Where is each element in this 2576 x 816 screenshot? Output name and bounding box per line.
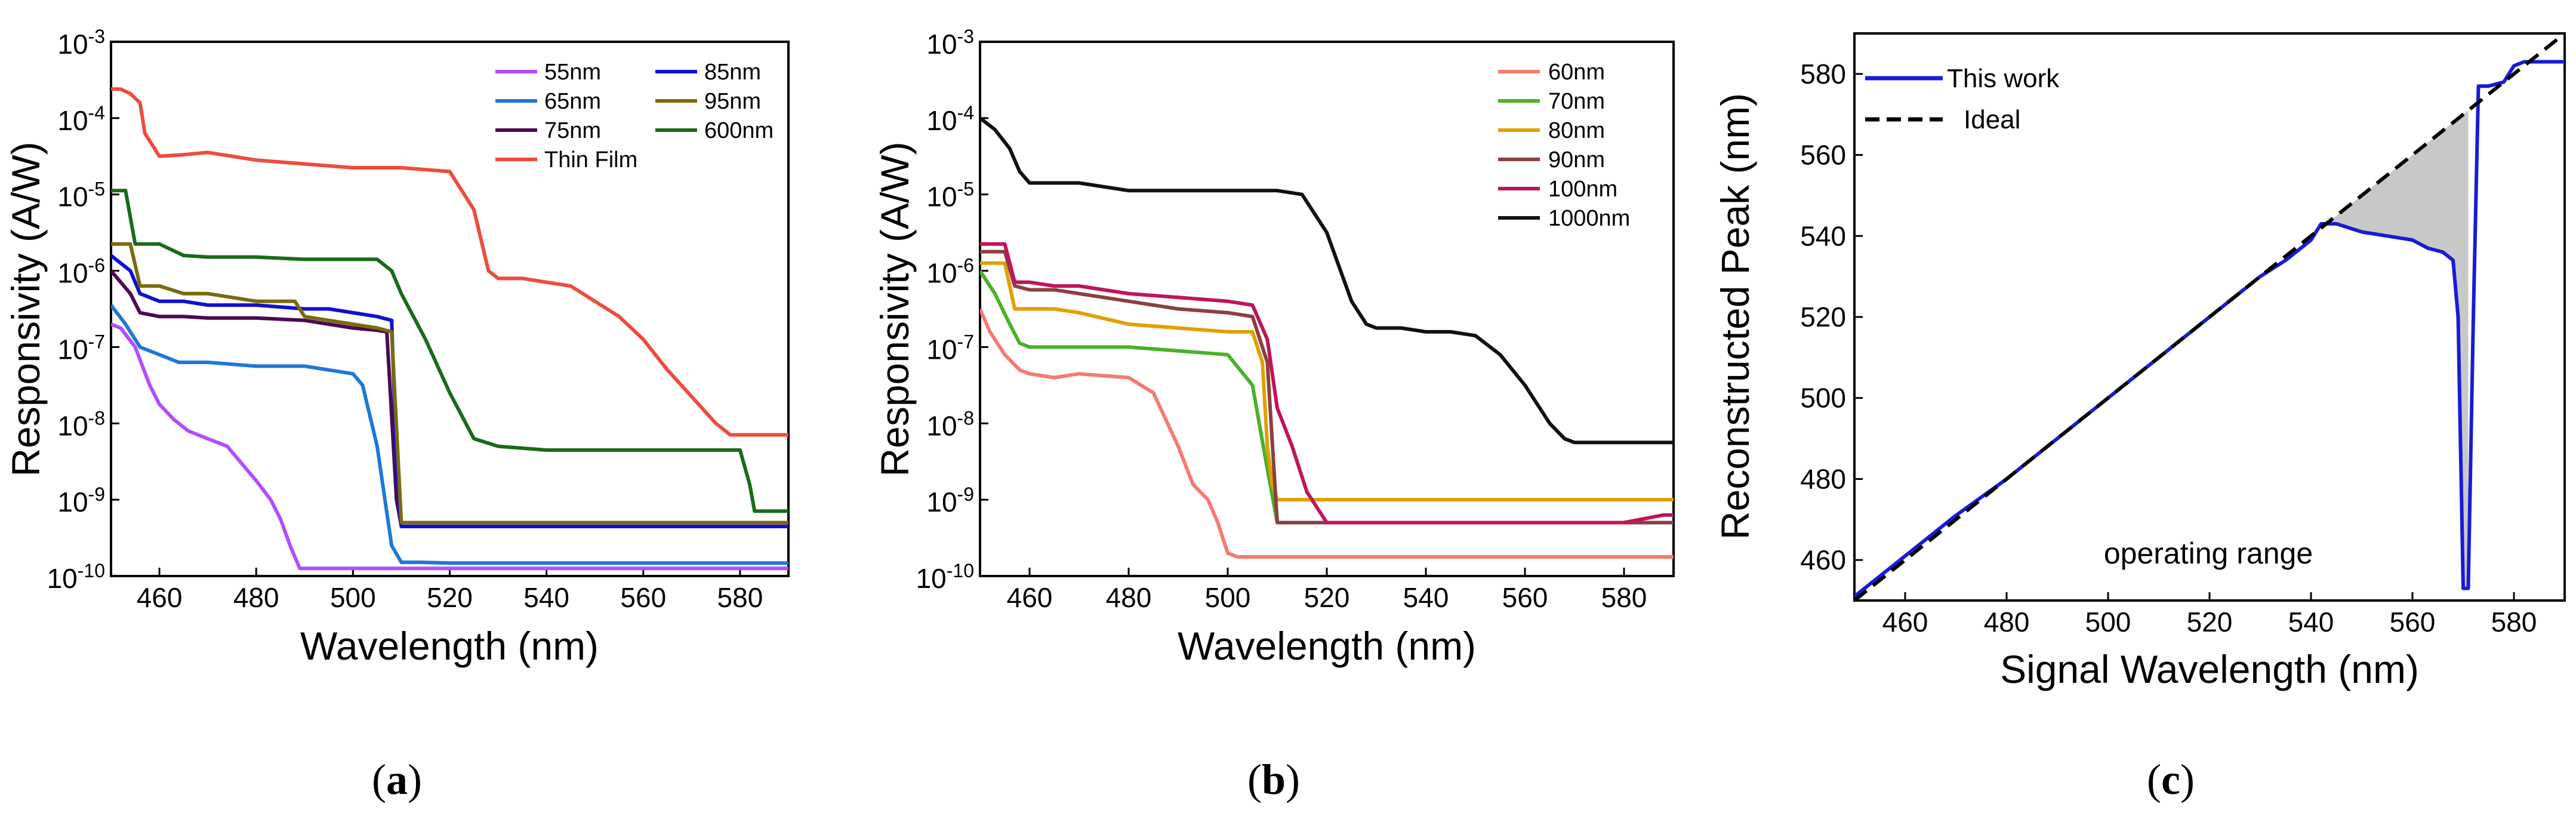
chart-a-ytick-label: 10-3	[57, 26, 105, 60]
series-85nm-line	[111, 254, 788, 528]
legend-label-55nm: 55nm	[544, 60, 601, 85]
chart-b-ytick-label: 10-6	[926, 255, 974, 289]
chart-b: 460 480 500 520 540 560 580 10-3 10-4 10-5 10-6 10-…	[873, 26, 1675, 668]
chart-b-ytick-label: 10-9	[926, 484, 974, 518]
chart-a-ytick-label: 10-10	[47, 560, 105, 594]
chart-a-ytick-label: 10-6	[57, 255, 105, 289]
series-60nm-line	[980, 308, 1674, 559]
series-thin-film-line	[111, 87, 788, 437]
legend-label-95nm: 95nm	[704, 89, 761, 114]
chart-a-legend: 55nm 65nm 75nm 85nm 95nm 600nm Thin Film	[495, 60, 774, 173]
chart-c-xtick-label: 580	[2491, 606, 2537, 638]
series-70nm-line	[980, 269, 1674, 525]
chart-a-plot-frame	[110, 41, 790, 577]
series-65nm-line	[111, 304, 788, 565]
chart-b-xtick-label: 500	[1205, 582, 1251, 613]
series-55nm-line	[111, 322, 788, 571]
chart-a: 460 480 500 520 540 560 580 10-3 10-4 10-5 10-6 10-…	[4, 26, 790, 668]
series-ideal-line	[1854, 33, 2565, 601]
chart-a-xtick-label: 480	[233, 582, 279, 613]
chart-b-ytick-label: 10-8	[926, 407, 974, 441]
legend-label-80nm: 80nm	[1548, 118, 1605, 143]
chart-b-xtick-label: 540	[1403, 582, 1449, 613]
series-80nm-line	[980, 261, 1674, 502]
chart-a-xtick-label: 460	[137, 582, 183, 613]
chart-c-xtick-label: 520	[2187, 606, 2233, 638]
legend-label-65nm: 65nm	[544, 89, 601, 114]
legend-label-70nm: 70nm	[1548, 89, 1605, 114]
chart-c-xlabel: Signal Wavelength (nm)	[2000, 647, 2419, 691]
chart-a-series	[111, 87, 788, 571]
chart-c-ytick-label: 540	[1800, 220, 1846, 251]
chart-c-ytick-label: 520	[1800, 301, 1846, 332]
series-600nm-line	[111, 189, 788, 513]
chart-a-xtick-label: 580	[717, 582, 763, 613]
chart-b-ytick-label: 10-10	[916, 560, 974, 594]
chart-b-ytick-label: 10-4	[926, 102, 974, 136]
legend-label-100nm: 100nm	[1548, 177, 1617, 202]
chart-c-legend: This work Ideal	[1865, 64, 2060, 134]
legend-label-600nm: 600nm	[704, 118, 774, 143]
chart-a-ylabel: Responsivity (A/W)	[4, 141, 48, 476]
panel-label-b: (b)	[1247, 756, 1300, 803]
chart-b-xtick-label: 520	[1304, 582, 1350, 613]
chart-c-xtick-label: 540	[2288, 606, 2334, 638]
chart-a-ytick-label: 10-9	[57, 484, 105, 518]
chart-b-ytick-label: 10-7	[926, 331, 974, 365]
legend-label-thin-film: Thin Film	[544, 147, 637, 173]
series-90nm-line	[980, 250, 1674, 525]
chart-b-xlabel: Wavelength (nm)	[1178, 624, 1476, 668]
chart-c-ytick-label: 480	[1800, 463, 1846, 494]
legend-label-60nm: 60nm	[1548, 60, 1605, 85]
chart-c-ylabel: Reconstructed Peak (nm)	[1713, 93, 1757, 540]
chart-a-xtick-label: 540	[523, 582, 569, 613]
chart-b-xtick-label: 580	[1601, 582, 1647, 613]
chart-c-annotation: operating range	[2104, 537, 2313, 570]
chart-c-series	[1854, 33, 2565, 601]
chart-b-ticks: 460 480 500 520 540 560 580 10-3 10-4 10-5 10-6 10-…	[916, 26, 1647, 613]
series-95nm-line	[111, 242, 788, 525]
chart-c: 460 480 500 520 540 560 580 460 480 500 520 540 560 5…	[1713, 32, 2566, 691]
chart-c-ytick-label: 560	[1800, 140, 1846, 171]
chart-c-ytick-label: 500	[1800, 383, 1846, 414]
chart-a-xtick-label: 500	[330, 582, 376, 613]
chart-b-legend: 60nm 70nm 80nm 90nm 100nm 1000nm	[1498, 60, 1630, 231]
chart-a-ytick-label: 10-7	[57, 331, 105, 365]
chart-c-ytick-label: 460	[1800, 544, 1846, 575]
chart-a-xtick-label: 560	[620, 582, 666, 613]
chart-b-xtick-label: 460	[1007, 582, 1053, 613]
legend-label-ideal: Ideal	[1964, 105, 2020, 134]
chart-b-ytick-label: 10-3	[926, 26, 974, 60]
chart-c-xtick-label: 560	[2390, 606, 2436, 638]
series-100nm-line	[980, 242, 1674, 525]
chart-a-ytick-label: 10-5	[57, 178, 105, 213]
legend-label-this-work: This work	[1947, 64, 2060, 93]
chart-b-ylabel: Responsivity (A/W)	[873, 141, 917, 476]
chart-c-shaded-region	[2321, 110, 2469, 589]
chart-c-xtick-label: 480	[1984, 606, 2030, 638]
panel-label-a: (a)	[372, 756, 422, 803]
chart-c-ticks: 460 480 500 520 540 560 580 460 480 500 520 540 560 5…	[1800, 58, 2537, 638]
chart-b-ytick-label: 10-5	[926, 178, 974, 213]
series-1000nm-line	[980, 116, 1674, 445]
legend-label-75nm: 75nm	[544, 118, 601, 143]
chart-c-ytick-label: 580	[1800, 58, 1846, 90]
chart-b-series	[980, 116, 1674, 559]
chart-c-xtick-label: 500	[2085, 606, 2131, 638]
chart-a-xtick-label: 520	[427, 582, 473, 613]
legend-label-85nm: 85nm	[704, 60, 761, 85]
chart-c-xtick-label: 460	[1882, 606, 1928, 638]
chart-b-xtick-label: 480	[1106, 582, 1152, 613]
panel-label-c: (c)	[2147, 756, 2195, 803]
chart-a-xlabel: Wavelength (nm)	[300, 624, 599, 668]
series-75nm-line	[111, 269, 788, 528]
chart-a-ytick-label: 10-8	[57, 407, 105, 441]
chart-a-ytick-label: 10-4	[57, 102, 105, 136]
chart-b-xtick-label: 560	[1502, 582, 1548, 613]
legend-label-1000nm: 1000nm	[1548, 206, 1630, 231]
legend-label-90nm: 90nm	[1548, 147, 1605, 173]
chart-a-ticks: 460 480 500 520 540 560 580 10-3 10-4 10-5 10-6 10-…	[47, 26, 763, 613]
